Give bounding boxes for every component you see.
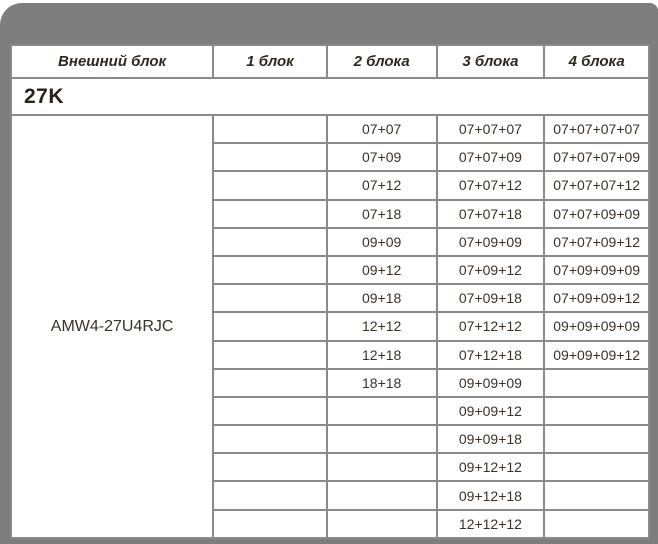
cell-3blocks: 07+07+12 [435, 170, 546, 201]
table-row: 12+12+12 [11, 508, 650, 540]
cell-3blocks: 09+09+18 [435, 424, 546, 455]
cell-1block [212, 339, 328, 370]
cell-3blocks: 09+12+12 [435, 452, 546, 483]
table-row: 09+12+18 [11, 480, 650, 511]
combinations-table: Внешний блок 1 блок 2 блока 3 блока 4 бл… [9, 44, 650, 540]
cell-4blocks: 09+09+09+09 [543, 311, 650, 342]
cell-1block [212, 283, 328, 314]
cell-4blocks [543, 395, 650, 427]
cell-2blocks: 07+09 [325, 142, 438, 173]
cell-3blocks: 07+07+07 [435, 113, 546, 145]
cell-2blocks [325, 452, 438, 483]
table-row: 09+09 07+09+09 07+07+09+12 [11, 226, 650, 257]
cell-1block [212, 142, 328, 173]
cell-2blocks [325, 395, 438, 427]
cell-4blocks: 07+07+07+12 [543, 170, 650, 201]
cell-1block [212, 254, 328, 286]
cell-1block [212, 452, 328, 483]
cell-2blocks [325, 480, 438, 511]
cell-4blocks: 09+09+09+12 [543, 339, 650, 370]
cell-4blocks: 07+07+09+12 [543, 226, 650, 257]
table-sheet: Внешний блок 1 блок 2 блока 3 блока 4 бл… [0, 3, 658, 544]
cell-1block [212, 480, 328, 511]
cell-2blocks: 12+18 [325, 339, 438, 370]
cell-4blocks [543, 424, 650, 455]
cell-2blocks: 12+12 [325, 311, 438, 342]
cell-1block [212, 367, 328, 398]
table-row: 18+18 09+09+09 [11, 367, 650, 398]
cell-1block [212, 113, 328, 145]
cell-4blocks [543, 452, 650, 483]
cell-1block [212, 424, 328, 455]
table-row: 12+18 07+12+18 09+09+09+12 [11, 339, 650, 370]
cell-3blocks: 09+09+12 [435, 395, 546, 427]
table-row: 07+09 07+07+09 07+07+07+09 [11, 142, 650, 173]
model-cell: AMW4-27U4RJC [9, 114, 215, 539]
cell-1block [212, 311, 328, 342]
table-row: 09+12 07+09+12 07+09+09+09 [11, 254, 650, 286]
cell-3blocks: 12+12+12 [435, 508, 546, 540]
table-row: 09+18 07+09+18 07+09+09+12 [11, 283, 650, 314]
cell-3blocks: 07+09+12 [435, 254, 546, 286]
cell-2blocks: 09+09 [325, 226, 438, 257]
cell-3blocks: 07+09+09 [435, 226, 546, 257]
cell-4blocks: 07+07+07+07 [543, 113, 650, 145]
cell-1block [212, 170, 328, 201]
header-3-blocks: 3 блока [435, 44, 546, 79]
cell-1block [212, 508, 328, 540]
cell-3blocks: 07+12+12 [435, 311, 546, 342]
cell-1block [212, 198, 328, 229]
cell-1block [212, 395, 328, 427]
cell-4blocks: 07+09+09+09 [543, 254, 650, 286]
table-row: 09+09+12 [11, 395, 650, 427]
cell-1block [212, 226, 328, 257]
cell-3blocks: 09+12+18 [435, 480, 546, 511]
cell-2blocks: 09+18 [325, 283, 438, 314]
cell-2blocks [325, 424, 438, 455]
table-row: 07+18 07+07+18 07+07+09+09 [11, 198, 650, 229]
cell-2blocks: 07+07 [325, 113, 438, 145]
table-row: AMW4-27U4RJC 07+07 07+07+07 07+07+07+07 [9, 113, 650, 539]
cell-2blocks: 07+12 [325, 170, 438, 201]
cell-4blocks: 07+09+09+12 [543, 283, 650, 314]
header-1-block: 1 блок [212, 44, 328, 79]
cell-2blocks: 09+12 [325, 254, 438, 286]
section-row: 27K [10, 77, 650, 116]
header-row: Внешний блок 1 блок 2 блока 3 блока 4 бл… [9, 44, 650, 79]
cell-4blocks [543, 480, 650, 511]
cell-3blocks: 07+07+18 [435, 198, 546, 229]
table-row: 09+12+12 [11, 452, 650, 483]
cell-2blocks: 18+18 [325, 367, 438, 398]
cell-4blocks [543, 367, 650, 398]
cell-4blocks [543, 508, 650, 540]
header-outdoor-unit: Внешний блок [9, 44, 215, 79]
cell-2blocks: 07+18 [325, 198, 438, 229]
cell-3blocks: 07+07+09 [435, 142, 546, 173]
section-label: 27K [10, 77, 650, 116]
cell-4blocks: 07+07+07+09 [543, 142, 650, 173]
table-row: 07+12 07+07+12 07+07+07+12 [11, 170, 650, 201]
header-4-blocks: 4 блока [543, 44, 650, 79]
table-row: 09+09+18 [11, 424, 650, 455]
cell-2blocks [325, 508, 438, 540]
header-2-blocks: 2 блока [325, 44, 438, 79]
cell-3blocks: 07+12+18 [435, 339, 546, 370]
cell-3blocks: 09+09+09 [435, 367, 546, 398]
cell-3blocks: 07+09+18 [435, 283, 546, 314]
cell-4blocks: 07+07+09+09 [543, 198, 650, 229]
table-row: 12+12 07+12+12 09+09+09+09 [11, 311, 650, 342]
